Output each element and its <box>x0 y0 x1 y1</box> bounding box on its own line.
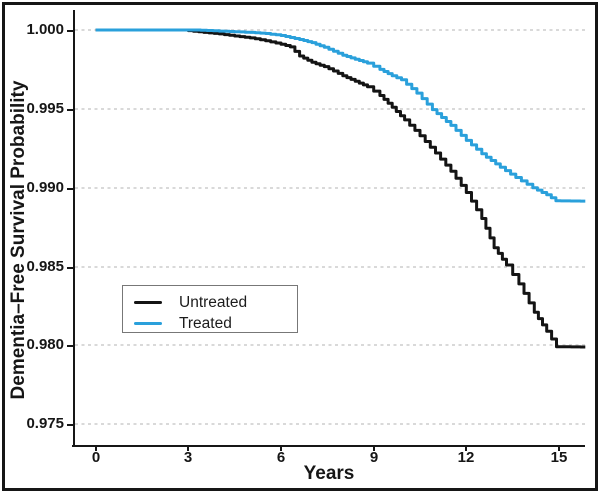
y-tick-label: 0.985 <box>26 258 64 275</box>
x-tick-label: 9 <box>369 449 379 466</box>
y-tick-label: 0.975 <box>26 415 64 432</box>
gridline-0.985 <box>75 266 585 268</box>
y-tick-mark <box>67 266 73 269</box>
untreated-line-swatch <box>134 300 162 305</box>
x-tick-mark <box>95 446 97 451</box>
x-tick-label: 12 <box>457 449 475 466</box>
x-tick-label: 3 <box>183 449 193 466</box>
x-axis-title: Years <box>303 463 355 484</box>
x-axis-line <box>72 444 585 447</box>
x-tick-label: 15 <box>550 449 568 466</box>
y-tick-mark <box>67 29 73 32</box>
treated-curve <box>95 28 586 203</box>
gridline-1.000 <box>75 29 585 31</box>
y-tick-label: 0.980 <box>26 336 64 353</box>
x-tick-label: 0 <box>91 449 101 466</box>
y-tick-label: 0.990 <box>26 179 64 196</box>
y-axis-line <box>73 10 76 446</box>
gridline-0.980 <box>75 344 585 346</box>
legend-label-treated: Treated <box>179 314 232 332</box>
treated-line-swatch <box>134 321 162 326</box>
legend-item-treated: Treated <box>134 315 297 333</box>
y-tick-mark <box>67 108 73 111</box>
y-tick-label: 1.000 <box>26 21 64 38</box>
legend-label-untreated: Untreated <box>179 293 248 311</box>
legend-box: Untreated Treated <box>122 285 298 333</box>
legend-item-untreated: Untreated <box>134 294 297 312</box>
x-tick-mark <box>373 446 375 451</box>
x-tick-mark <box>280 446 282 451</box>
y-tick-label: 0.995 <box>26 100 64 117</box>
y-tick-mark <box>67 344 73 347</box>
gridline-0.995 <box>75 108 585 110</box>
x-tick-mark <box>187 446 189 451</box>
gridline-0.975 <box>75 423 585 425</box>
x-tick-mark <box>558 446 560 451</box>
y-tick-mark <box>67 423 73 426</box>
x-tick-label: 6 <box>276 449 286 466</box>
gridline-0.990 <box>75 187 585 189</box>
untreated-curve <box>95 28 586 349</box>
y-tick-mark <box>67 187 73 190</box>
x-tick-mark <box>465 446 467 451</box>
